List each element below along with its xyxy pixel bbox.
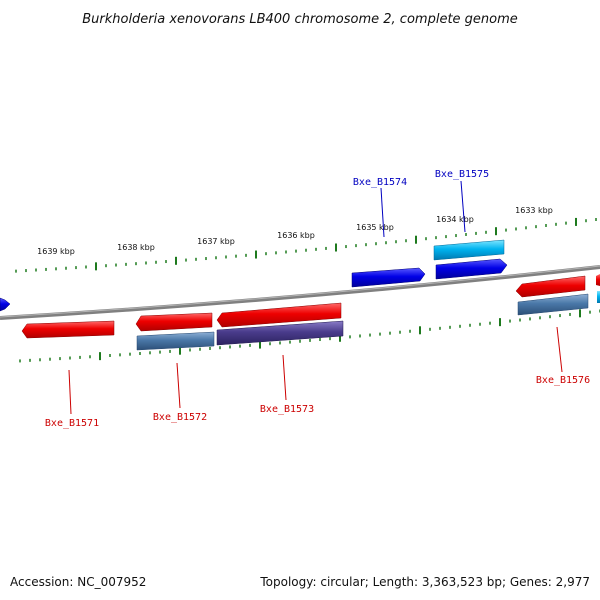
gene-arrow-bxe-b1573[interactable] (216, 302, 342, 328)
leader-line-bxe-b1572 (176, 362, 181, 409)
gene-arrow-left-edge[interactable] (0, 297, 11, 312)
genome-summary-text: Topology: circular; Length: 3,363,523 bp… (259, 575, 590, 589)
accession-text: Accession: NC_007952 (10, 575, 146, 589)
gene-arrow-bxe-b1576[interactable] (515, 275, 586, 298)
chromosome-backbone-highlight (0, 265, 600, 318)
gene-label-bxe-b1573[interactable]: Bxe_B1573 (260, 404, 314, 415)
gene-arrow-bxe-b1572[interactable] (135, 312, 213, 332)
gene-label-bxe-b1572[interactable]: Bxe_B1572 (153, 412, 207, 423)
gene-labels: Bxe_B1574 Bxe_B1575 Bxe_B1571 Bxe_B1572 … (45, 169, 590, 429)
scale-label-1633: 1633 kbp (515, 206, 553, 215)
scale-labels: 1639 kbp 1638 kbp 1637 kbp 1636 kbp 1635… (37, 206, 553, 256)
chromosome-backbone (0, 265, 600, 320)
gene-arrow-right-edge-red[interactable] (596, 274, 600, 286)
gene-arrow-bxe-b1576-lower[interactable] (517, 293, 589, 316)
scale-label-1637: 1637 kbp (197, 237, 235, 246)
gene-label-bxe-b1574[interactable]: Bxe_B1574 (353, 177, 407, 188)
scale-ticks-upper (15, 217, 597, 273)
leader-line-bxe-b1571 (68, 369, 72, 415)
gene-arrow-bxe-b1572-lower[interactable] (136, 331, 215, 351)
leader-line-bxe-b1573 (282, 354, 287, 401)
scale-label-1639: 1639 kbp (37, 247, 75, 256)
gene-arrow-bxe-b1575[interactable] (435, 258, 508, 280)
gene-label-bxe-b1576[interactable]: Bxe_B1576 (536, 375, 590, 386)
label-leader-lines (68, 180, 563, 415)
gene-label-bxe-b1575[interactable]: Bxe_B1575 (435, 169, 489, 180)
scale-label-1634: 1634 kbp (436, 215, 474, 224)
gene-arrow-bxe-b1571[interactable] (21, 320, 115, 339)
gene-arrow-bxe-b1575-top[interactable] (433, 239, 505, 261)
leader-line-bxe-b1576 (556, 326, 563, 373)
map-title: Burkholderia xenovorans LB400 chromosome… (82, 12, 518, 27)
scale-label-1638: 1638 kbp (117, 243, 155, 252)
gene-arrow-bxe-b1573-lower[interactable] (216, 320, 344, 346)
gene-arrow-right-edge-cyan[interactable] (597, 291, 600, 303)
leader-line-bxe-b1574 (380, 187, 385, 238)
gene-arrow-bxe-b1574[interactable] (351, 267, 426, 288)
scale-label-1636: 1636 kbp (277, 231, 315, 240)
forward-strand-genes (0, 239, 600, 312)
gene-label-bxe-b1571[interactable]: Bxe_B1571 (45, 418, 99, 429)
scale-ticks-lower (19, 309, 600, 363)
reverse-strand-genes (21, 274, 600, 351)
leader-line-bxe-b1575 (460, 180, 466, 233)
scale-label-1635: 1635 kbp (356, 223, 394, 232)
